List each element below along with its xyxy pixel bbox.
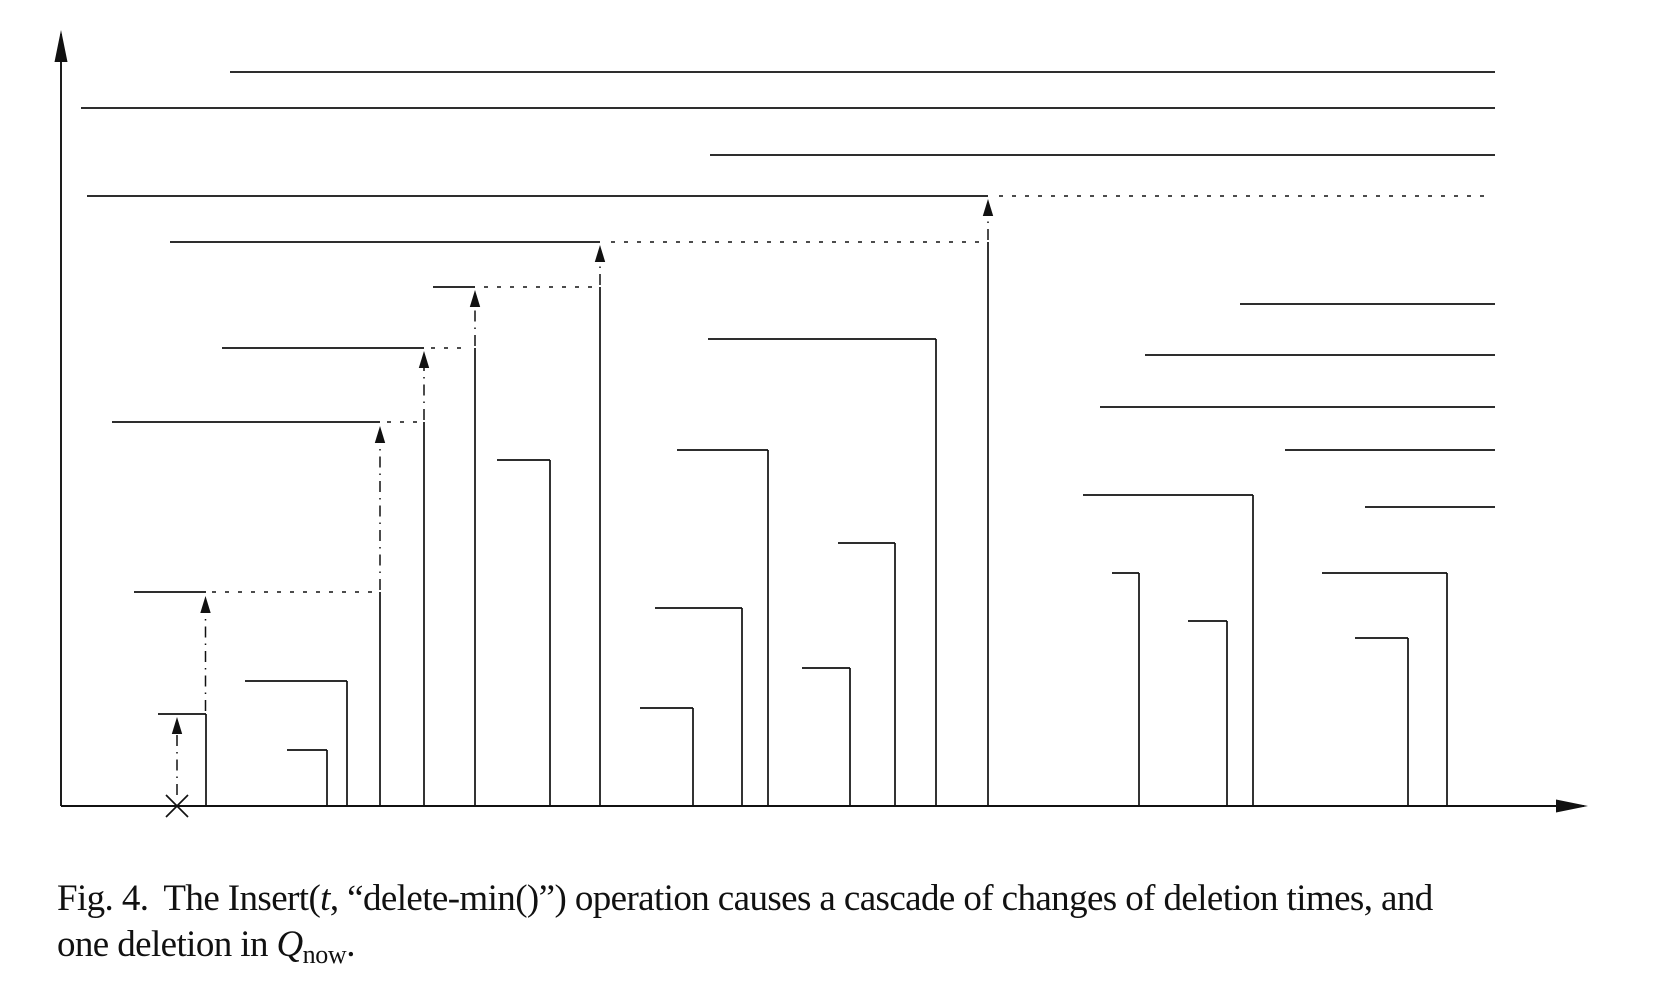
- inserted-item-change-arrow-head: [171, 717, 183, 734]
- caption-figure-label: Fig. 4.: [57, 878, 149, 919]
- insertion-time-x-mark: [165, 794, 189, 818]
- caption-line-1: Fig. 4. The Insert(t, “delete-min()”) ope…: [57, 876, 1617, 922]
- cascade-item-5-change-arrow-head: [594, 245, 606, 262]
- y-axis-arrowhead: [54, 30, 68, 62]
- x-axis-arrowhead: [1556, 799, 1588, 813]
- caption-line-2: one deletion in Qnow.: [57, 922, 1617, 968]
- figure-4-diagram: [54, 30, 1588, 818]
- caption-text: .: [346, 924, 355, 965]
- cascade-item-2-change-arrow-head: [374, 426, 386, 443]
- cascade-item-6-change-arrow-head: [982, 199, 994, 216]
- caption-text: , “delete-min()”) operation causes a cas…: [329, 878, 1433, 919]
- cascade-item-3-change-arrow-head: [418, 351, 430, 368]
- cascade-item-4-change-arrow-head: [469, 290, 481, 307]
- caption-text: one deletion in: [57, 924, 277, 965]
- caption-var-t: t: [320, 878, 330, 919]
- caption-subscript-now: now: [302, 940, 347, 969]
- caption-var-q: Q: [276, 924, 304, 965]
- cascade-item-1-change-arrow-head: [200, 596, 211, 613]
- caption-text: The Insert(: [163, 878, 321, 919]
- figure-caption: Fig. 4. The Insert(t, “delete-min()”) ope…: [57, 876, 1617, 968]
